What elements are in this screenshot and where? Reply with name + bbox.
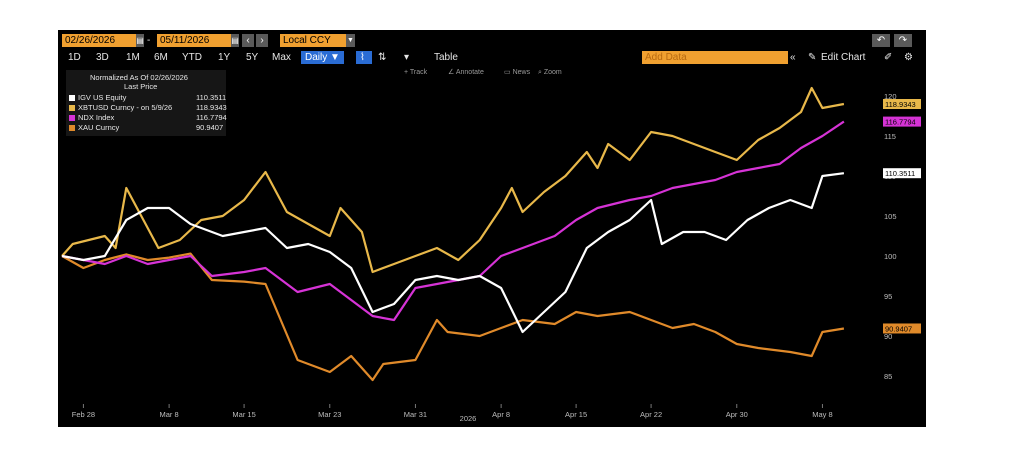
x-tick-label: Mar 8 — [160, 410, 179, 419]
calendar-icon[interactable]: ▤ — [136, 34, 144, 47]
zoom-tool[interactable]: ⌕ Zoom — [538, 69, 562, 76]
y-tick-label: 85 — [884, 372, 892, 381]
track-tool[interactable]: + Track — [404, 69, 428, 76]
last-value-tag — [883, 168, 921, 179]
legend-swatch-ndx — [69, 115, 75, 121]
series-line-igv — [61, 172, 845, 334]
last-value-text: 110.3511 — [885, 169, 915, 178]
news-label: News — [512, 69, 531, 76]
chart-style-icon[interactable]: ⇅ — [378, 52, 387, 63]
currency-select[interactable]: Local CCY — [280, 34, 350, 47]
range-1m[interactable]: 1M — [126, 52, 140, 63]
x-tick-label: Mar 15 — [232, 410, 255, 419]
annotate-tool[interactable]: ∠ Annotate — [448, 69, 484, 76]
pencil-icon[interactable]: ✎ — [808, 52, 817, 63]
last-value-tag — [883, 99, 921, 109]
legend-swatch-xbt — [69, 105, 75, 111]
prev-arrow-icon[interactable]: ‹ — [242, 34, 254, 47]
x-tick-label: Apr 8 — [492, 410, 510, 419]
redo-icon[interactable]: ↷ — [894, 34, 912, 47]
frequency-select[interactable]: Daily ▼ — [301, 51, 344, 64]
last-value-text: 116.7794 — [885, 118, 916, 127]
collapse-icon[interactable]: « — [790, 52, 796, 63]
series-line-xbtusd — [61, 86, 845, 274]
range-1d[interactable]: 1D — [68, 52, 81, 63]
x-tick-label: Apr 22 — [640, 410, 662, 419]
next-arrow-icon[interactable]: › — [256, 34, 268, 47]
dropdown-dot-icon[interactable]: ▾ — [404, 52, 410, 63]
legend-subtitle: Last Price — [124, 82, 158, 91]
zoom-label: Zoom — [543, 69, 562, 76]
legend-name-ndx: NDX Index — [78, 113, 115, 122]
legend-name-igv: IGV US Equity — [78, 93, 127, 102]
last-value-text: 118.9343 — [885, 100, 916, 109]
gear-icon[interactable]: ⚙ — [904, 52, 913, 63]
y-tick-label: 100 — [884, 252, 897, 261]
legend-box: Normalized As Of 02/26/2026 Last Price I… — [66, 70, 227, 136]
legend-swatch-igv — [69, 95, 75, 101]
edit-chart-button[interactable]: Edit Chart — [821, 52, 866, 63]
y-tick-label: 95 — [884, 292, 892, 301]
x-tick-label: Feb 28 — [72, 410, 95, 419]
track-label: Track — [409, 69, 428, 76]
y-tick-label: 90 — [884, 332, 892, 341]
range-6m[interactable]: 6M — [154, 52, 168, 63]
x-tick-label: Mar 31 — [404, 410, 427, 419]
annotate-label: Annotate — [455, 69, 484, 76]
series-line-ndx — [61, 120, 845, 322]
legend-value-igv: 110.3511 — [196, 93, 227, 102]
legend-value-xau: 90.9407 — [196, 123, 224, 132]
table-button[interactable]: Table — [434, 52, 458, 63]
last-value-tag — [883, 323, 921, 334]
legend-title: Normalized As Of 02/26/2026 — [90, 73, 188, 82]
chevron-down-icon[interactable]: ▼ — [346, 34, 355, 47]
date-separator: - — [147, 35, 151, 46]
annotate-icon[interactable]: ✐ — [884, 52, 893, 63]
last-value-tag — [883, 116, 921, 127]
y-tick-label: 115 — [884, 132, 896, 141]
legend-name-xau: XAU Curncy — [78, 123, 120, 132]
range-max[interactable]: Max — [272, 52, 291, 63]
range-1y[interactable]: 1Y — [218, 52, 231, 63]
x-tick-label: Apr 30 — [726, 410, 748, 419]
add-data-input[interactable]: Add Data — [642, 51, 788, 64]
news-tool[interactable]: ▭ News — [504, 69, 531, 76]
legend-name-xbt: XBTUSD Curncy - on 5/9/26 — [78, 103, 173, 112]
start-date-field[interactable]: 02/26/2026 — [62, 34, 140, 47]
range-5y[interactable]: 5Y — [246, 52, 259, 63]
series-line-xau — [61, 252, 845, 382]
undo-icon[interactable]: ↶ — [872, 34, 890, 47]
y-tick-label: 105 — [884, 212, 897, 221]
legend-value-xbt: 118.9343 — [196, 103, 227, 112]
line-chart-icon[interactable]: ⌇ — [356, 51, 372, 64]
y-tick-label: 120 — [884, 92, 897, 101]
calendar-icon[interactable]: ▤ — [231, 34, 239, 47]
x-tick-label: Mar 23 — [318, 410, 341, 419]
x-tick-label: Apr 15 — [565, 410, 587, 419]
x-tick-label: May 8 — [812, 410, 832, 419]
range-3d[interactable]: 3D — [96, 52, 109, 63]
legend-value-ndx: 116.7794 — [196, 113, 227, 122]
legend-swatch-xau — [69, 125, 75, 131]
range-ytd[interactable]: YTD — [182, 52, 202, 63]
last-value-text: 90.9407 — [885, 324, 912, 333]
x-axis-label: 2026 — [460, 414, 477, 423]
end-date-field[interactable]: 05/11/2026 — [157, 34, 235, 47]
chart-terminal: 02/26/2026 ▤ - 05/11/2026 ▤ ‹ › Local CC… — [58, 30, 926, 427]
